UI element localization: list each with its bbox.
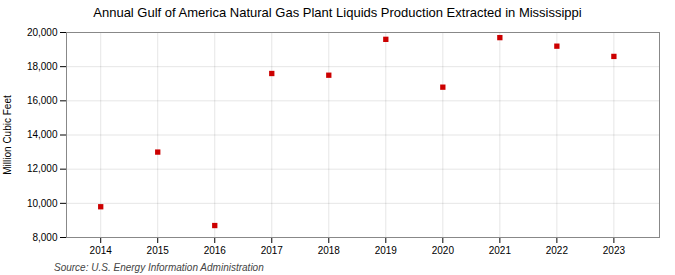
- svg-text:2015: 2015: [147, 245, 170, 256]
- svg-text:2017: 2017: [261, 245, 284, 256]
- svg-text:2014: 2014: [90, 245, 113, 256]
- svg-text:18,000: 18,000: [27, 61, 58, 72]
- svg-text:12,000: 12,000: [27, 163, 58, 174]
- svg-text:2016: 2016: [204, 245, 227, 256]
- svg-text:16,000: 16,000: [27, 95, 58, 106]
- svg-text:8,000: 8,000: [32, 232, 57, 243]
- svg-text:2020: 2020: [432, 245, 455, 256]
- svg-text:2023: 2023: [603, 245, 626, 256]
- svg-text:2022: 2022: [546, 245, 569, 256]
- svg-text:2018: 2018: [318, 245, 341, 256]
- svg-text:14,000: 14,000: [27, 129, 58, 140]
- svg-text:2019: 2019: [375, 245, 398, 256]
- html-text:Source: U.S. Energy Informatio: Source: U.S. Energy Information Administ…: [54, 262, 264, 273]
- svg-text:20,000: 20,000: [27, 27, 58, 38]
- svg-text:10,000: 10,000: [27, 198, 58, 209]
- svg-text:2021: 2021: [489, 245, 512, 256]
- svg-text:Million Cubic Feet: Million Cubic Feet: [2, 95, 13, 175]
- html-text:Annual Gulf of America Natural: Annual Gulf of America Natural Gas Plant…: [93, 5, 582, 20]
